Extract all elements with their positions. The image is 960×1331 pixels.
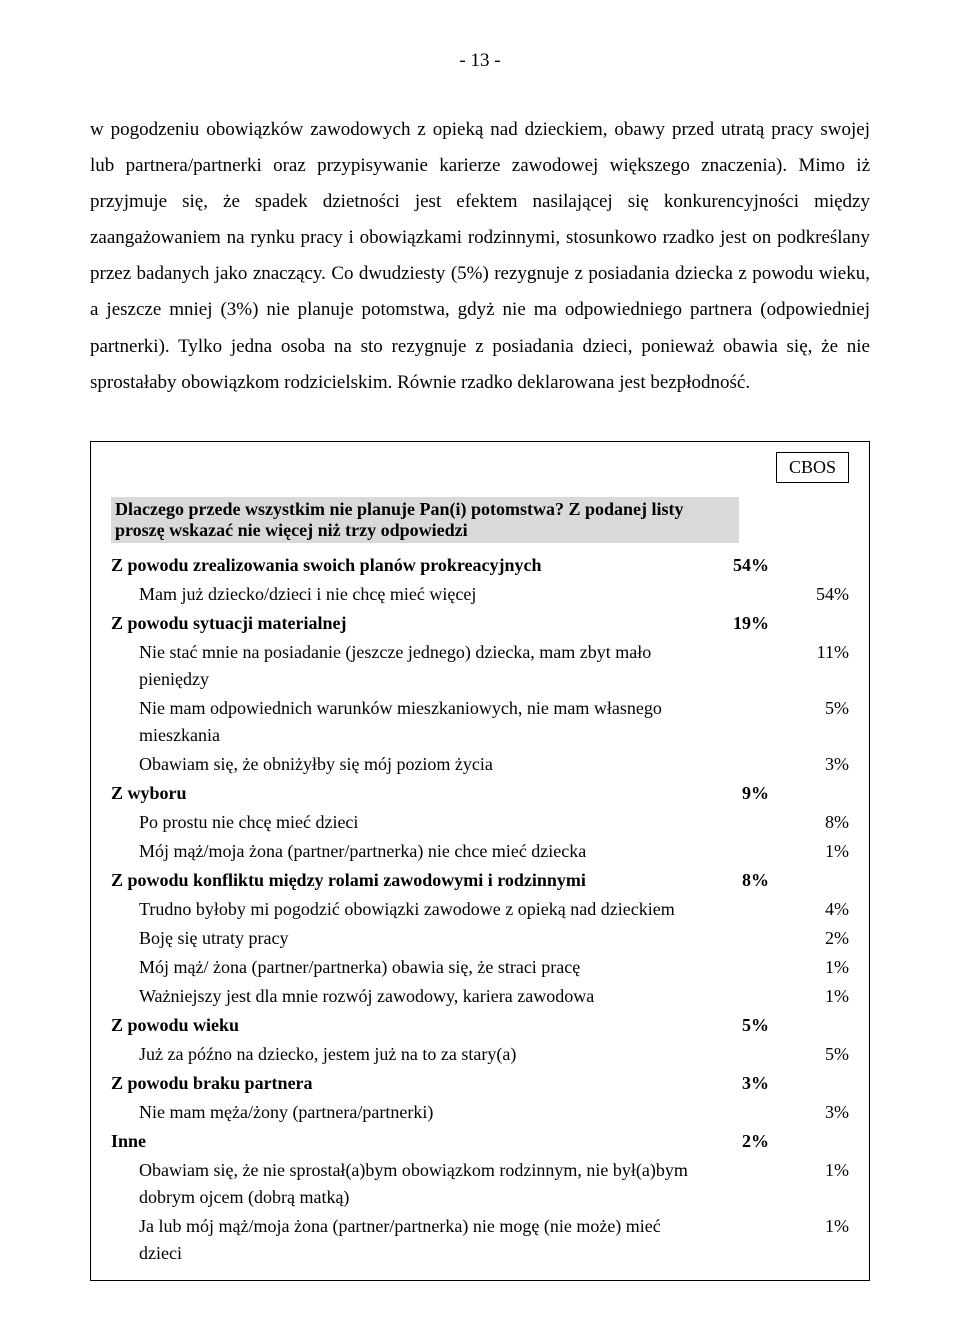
category-label: Z powodu konfliktu między rolami zawodow…	[111, 867, 699, 894]
page: - 13 - w pogodzeniu obowiązków zawodowyc…	[0, 0, 960, 1331]
table-row: Trudno byłoby mi pogodzić obowiązki zawo…	[111, 895, 849, 924]
col2-value	[789, 1128, 849, 1155]
category-label: Z wyboru	[111, 780, 699, 807]
cbos-badge: CBOS	[776, 452, 849, 483]
table-row: Z powodu wieku5%	[111, 1011, 849, 1040]
col2-value: 54%	[789, 581, 849, 608]
table-row: Mój mąż/ żona (partner/partnerka) obawia…	[111, 953, 849, 982]
sub-label: Obawiam się, że obniżyłby się mój poziom…	[111, 751, 699, 778]
survey-table: CBOS Dlaczego przede wszystkim nie planu…	[90, 441, 870, 1281]
col1-value	[699, 639, 789, 693]
sub-label: Obawiam się, że nie sprostał(a)bym obowi…	[111, 1157, 699, 1211]
col1-value: 9%	[699, 780, 789, 807]
body-paragraph: w pogodzeniu obowiązków zawodowych z opi…	[90, 112, 870, 401]
col1-value	[699, 1041, 789, 1068]
col2-value: 3%	[789, 751, 849, 778]
col2-value	[789, 1070, 849, 1097]
col2-value	[789, 780, 849, 807]
col2-value: 4%	[789, 896, 849, 923]
col2-value: 1%	[789, 1213, 849, 1267]
col2-value	[789, 552, 849, 579]
col2-value	[789, 610, 849, 637]
col1-value	[699, 1157, 789, 1211]
col1-value	[699, 1099, 789, 1126]
table-row: Po prostu nie chcę mieć dzieci 8%	[111, 808, 849, 837]
table-row: Z powodu konfliktu między rolami zawodow…	[111, 866, 849, 895]
sub-label: Mój mąż/ żona (partner/partnerka) obawia…	[111, 954, 699, 981]
table-row: Nie mam męża/żony (partnera/partnerki) 3%	[111, 1098, 849, 1127]
col2-value: 1%	[789, 838, 849, 865]
sub-label: Nie mam odpowiednich warunków mieszkanio…	[111, 695, 699, 749]
rows-container: Z powodu zrealizowania swoich planów pro…	[111, 551, 849, 1268]
col1-value: 19%	[699, 610, 789, 637]
category-label: Z powodu sytuacji materialnej	[111, 610, 699, 637]
table-row: Ja lub mój mąż/moja żona (partner/partne…	[111, 1212, 849, 1268]
col1-value	[699, 896, 789, 923]
col2-value: 2%	[789, 925, 849, 952]
col2-value: 1%	[789, 1157, 849, 1211]
sub-label: Mam już dziecko/dzieci i nie chcę mieć w…	[111, 581, 699, 608]
sub-label: Już za późno na dziecko, jestem już na t…	[111, 1041, 699, 1068]
col1-value: 8%	[699, 867, 789, 894]
col2-value: 5%	[789, 695, 849, 749]
col1-value: 5%	[699, 1012, 789, 1039]
col1-value: 54%	[699, 552, 789, 579]
col1-value	[699, 581, 789, 608]
col2-value: 5%	[789, 1041, 849, 1068]
survey-question: Dlaczego przede wszystkim nie planuje Pa…	[111, 497, 739, 543]
table-row: Z wyboru9%	[111, 779, 849, 808]
table-row: Mam już dziecko/dzieci i nie chcę mieć w…	[111, 580, 849, 609]
sub-label: Ja lub mój mąż/moja żona (partner/partne…	[111, 1213, 699, 1267]
table-row: Ważniejszy jest dla mnie rozwój zawodowy…	[111, 982, 849, 1011]
table-row: Obawiam się, że nie sprostał(a)bym obowi…	[111, 1156, 849, 1212]
col1-value	[699, 1213, 789, 1267]
col2-value	[789, 1012, 849, 1039]
col1-value	[699, 925, 789, 952]
col2-value: 1%	[789, 983, 849, 1010]
category-label: Inne	[111, 1128, 699, 1155]
category-label: Z powodu zrealizowania swoich planów pro…	[111, 552, 699, 579]
col1-value	[699, 809, 789, 836]
table-row: Obawiam się, że obniżyłby się mój poziom…	[111, 750, 849, 779]
table-row: Nie stać mnie na posiadanie (jeszcze jed…	[111, 638, 849, 694]
table-row: Z powodu zrealizowania swoich planów pro…	[111, 551, 849, 580]
table-row: Nie mam odpowiednich warunków mieszkanio…	[111, 694, 849, 750]
sub-label: Ważniejszy jest dla mnie rozwój zawodowy…	[111, 983, 699, 1010]
sub-label: Trudno byłoby mi pogodzić obowiązki zawo…	[111, 896, 699, 923]
col1-value	[699, 954, 789, 981]
col1-value	[699, 751, 789, 778]
col1-value: 2%	[699, 1128, 789, 1155]
table-row: Mój mąż/moja żona (partner/partnerka) ni…	[111, 837, 849, 866]
sub-label: Nie mam męża/żony (partnera/partnerki)	[111, 1099, 699, 1126]
col1-value	[699, 983, 789, 1010]
table-row: Boję się utraty pracy 2%	[111, 924, 849, 953]
category-label: Z powodu braku partnera	[111, 1070, 699, 1097]
sub-label: Boję się utraty pracy	[111, 925, 699, 952]
table-row: Z powodu braku partnera3%	[111, 1069, 849, 1098]
table-row: Z powodu sytuacji materialnej19%	[111, 609, 849, 638]
sub-label: Nie stać mnie na posiadanie (jeszcze jed…	[111, 639, 699, 693]
table-row: Inne2%	[111, 1127, 849, 1156]
col2-value: 3%	[789, 1099, 849, 1126]
col2-value: 1%	[789, 954, 849, 981]
col1-value	[699, 838, 789, 865]
col1-value	[699, 695, 789, 749]
sub-label: Po prostu nie chcę mieć dzieci	[111, 809, 699, 836]
col2-value: 8%	[789, 809, 849, 836]
table-row: Już za późno na dziecko, jestem już na t…	[111, 1040, 849, 1069]
sub-label: Mój mąż/moja żona (partner/partnerka) ni…	[111, 838, 699, 865]
col2-value: 11%	[789, 639, 849, 693]
page-number: - 13 -	[90, 50, 870, 72]
col1-value: 3%	[699, 1070, 789, 1097]
col2-value	[789, 867, 849, 894]
category-label: Z powodu wieku	[111, 1012, 699, 1039]
